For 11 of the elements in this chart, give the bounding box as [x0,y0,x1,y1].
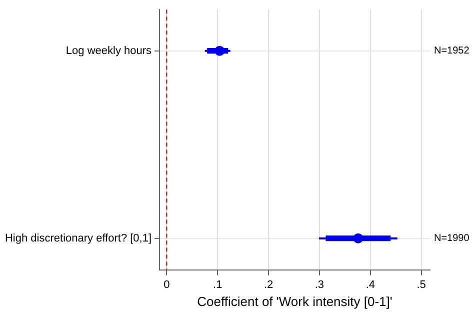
x-tick-label: 0 [164,278,170,291]
text: N=1952 [434,46,470,57]
text: N=1990 [434,233,470,244]
x-tick-label: .2 [264,278,274,291]
x-tick-label: .5 [416,278,426,291]
y-tick-label: High discretionary effort? [0,1] [4,232,152,244]
y-tick-label: Log weekly hours [66,44,152,57]
x-tick-label: .3 [314,278,324,291]
x-tick-label: .1 [213,278,222,291]
x-axis-title: Coefficient of 'Work intensity [0-1]' [197,294,392,309]
x-tick-label: .4 [366,278,375,291]
